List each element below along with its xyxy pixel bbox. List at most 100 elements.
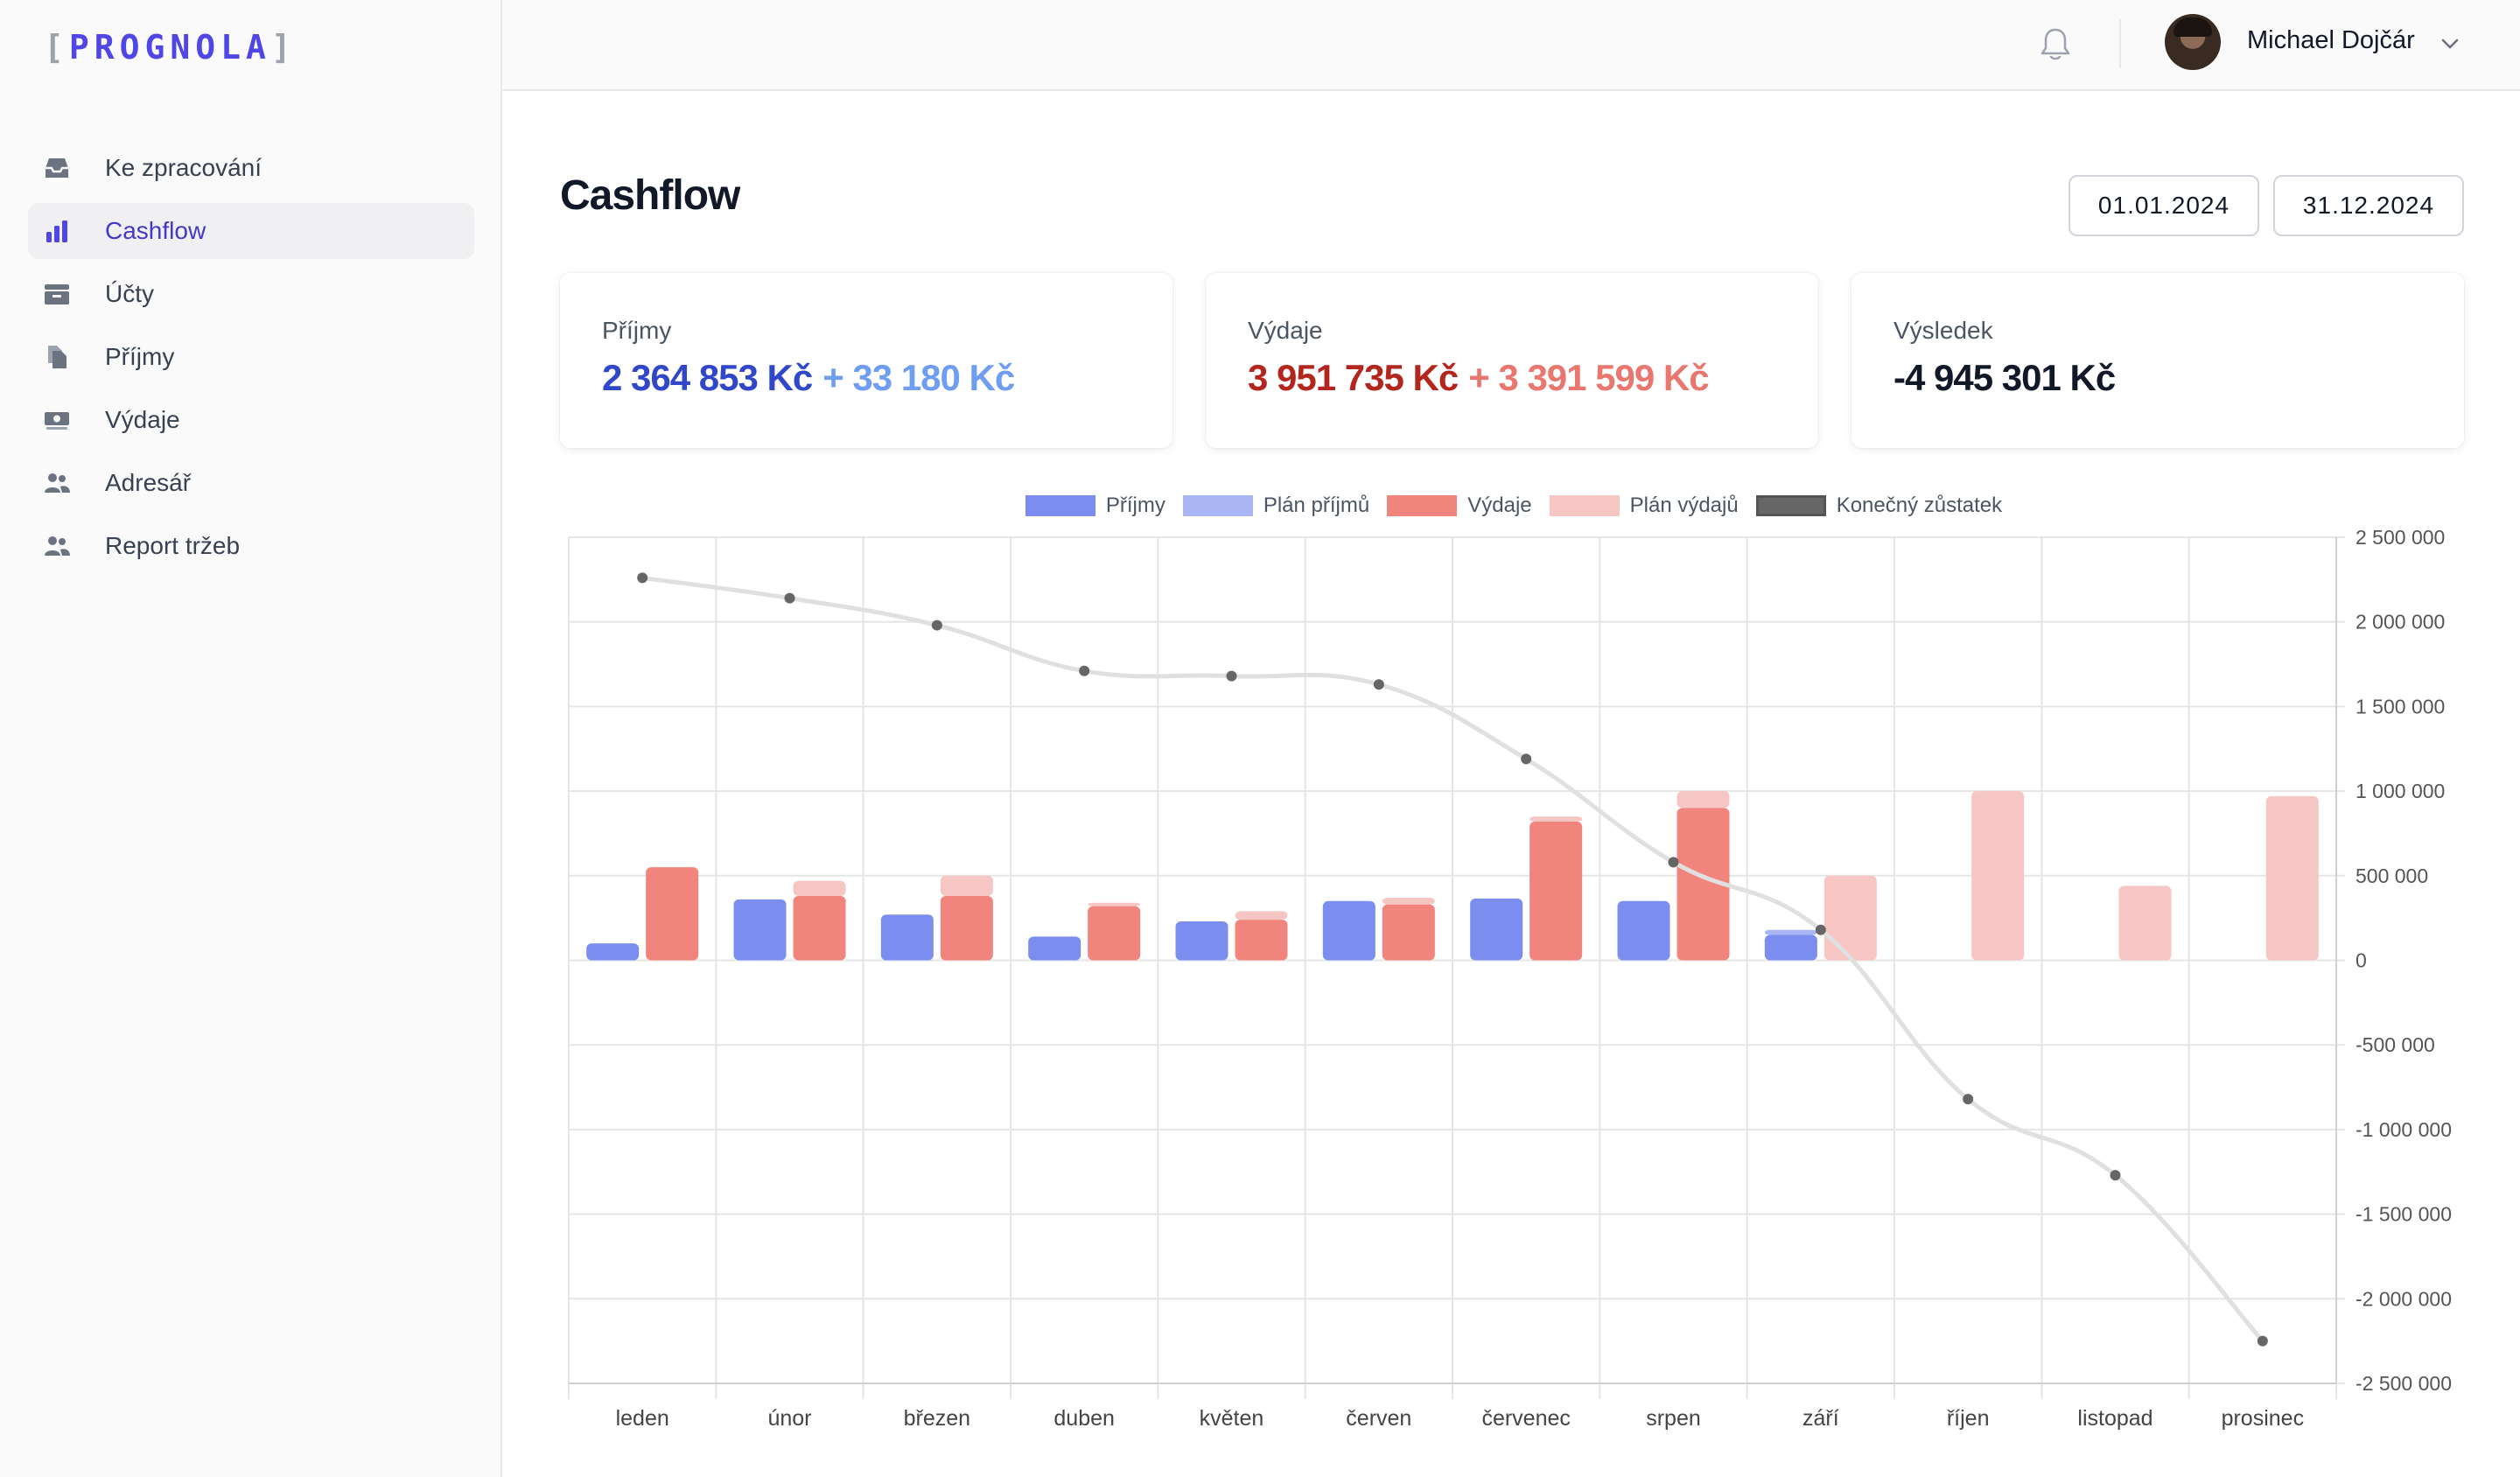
balance-point — [931, 620, 942, 631]
sidebar-item-report-trzeb[interactable]: Report tržeb — [28, 518, 474, 574]
legend-item[interactable]: Plán výdajů — [1549, 494, 1739, 518]
wallet-icon — [42, 279, 72, 309]
sidebar-item-ke-zpracovani[interactable]: Ke zpracování — [28, 140, 474, 196]
y-tick-label: 2 500 000 — [2356, 526, 2445, 549]
sidebar-item-adresar[interactable]: Adresář — [28, 455, 474, 511]
banknote-icon — [42, 405, 72, 435]
income-bar — [1175, 921, 1228, 961]
expenses-label: Výdaje — [1248, 317, 1323, 344]
sidebar-item-cashflow[interactable]: Cashflow — [28, 203, 474, 259]
y-tick-label: -2 500 000 — [2356, 1372, 2452, 1395]
legend-item[interactable]: Výdaje — [1387, 494, 1532, 518]
bell-icon[interactable] — [2035, 24, 2076, 65]
income-bar — [1028, 936, 1082, 961]
date-to-input[interactable]: 31.12.2024 — [2273, 175, 2464, 236]
legend-label: Plán výdajů — [1629, 494, 1739, 517]
expense-plan-bar — [1088, 902, 1141, 906]
sidebar-item-label: Účty — [105, 280, 154, 307]
documents-icon — [42, 342, 72, 372]
balance-point — [1521, 753, 1532, 765]
legend-item[interactable]: Plán příjmů — [1182, 494, 1370, 518]
chart-legend: Příjmy Plán příjmů Výdaje Plán výdajů Konečn… — [560, 494, 2468, 518]
sidebar-item-ucty[interactable]: Účty — [28, 266, 474, 322]
x-tick-label: duben — [1054, 1406, 1115, 1431]
income-bar — [733, 899, 787, 961]
sidebar: [PROGNOLA] Ke zpracování Cashflow Účty P… — [0, 0, 502, 1477]
income-plan-value: + 33 180 Kč — [822, 357, 1015, 398]
balance-point — [1815, 924, 1826, 935]
legend-label: Výdaje — [1467, 494, 1532, 517]
x-tick-label: červenec — [1481, 1406, 1570, 1431]
expenses-values: 3 951 735 Kč + 3 391 599 Kč — [1248, 357, 1776, 399]
x-tick-label: listopad — [2077, 1406, 2152, 1431]
y-tick-label: 0 — [2356, 949, 2367, 972]
expenses-plan-value: + 3 391 599 Kč — [1468, 357, 1709, 398]
balance-point — [2110, 1170, 2121, 1181]
result-card: Výsledek -4 945 301 Kč — [1852, 273, 2464, 448]
expense-plan-bar — [940, 875, 993, 897]
expenses-card: Výdaje 3 951 735 Kč + 3 391 599 Kč — [1206, 273, 1818, 448]
sidebar-item-prijmy[interactable]: Příjmy — [28, 329, 474, 385]
sidebar-item-label: Adresář — [105, 469, 192, 496]
balance-point — [637, 572, 648, 584]
expense-bar — [646, 867, 699, 961]
top-bar: Michael Dojčár — [502, 0, 2520, 91]
balance-point — [2257, 1335, 2268, 1347]
chevron-down-icon[interactable] — [2438, 32, 2462, 56]
legend-swatch — [1755, 495, 1826, 516]
expense-plan-bar — [1235, 911, 1288, 920]
expenses-value: 3 951 735 Kč — [1248, 357, 1459, 398]
expense-bar — [793, 896, 846, 961]
x-tick-label: prosinec — [2222, 1406, 2305, 1431]
expense-plan-bar — [1676, 791, 1730, 808]
expense-bar — [1235, 920, 1288, 961]
expense-bar — [1382, 904, 1435, 961]
x-tick-label: leden — [616, 1406, 669, 1431]
result-label: Výsledek — [1894, 317, 1993, 344]
legend-swatch — [1182, 495, 1253, 516]
expense-bar — [1530, 821, 1583, 961]
sidebar-item-vydaje[interactable]: Výdaje — [28, 392, 474, 448]
legend-item[interactable]: Příjmy — [1025, 494, 1166, 518]
legend-swatch — [1025, 495, 1096, 516]
income-value: 2 364 853 Kč — [602, 357, 813, 398]
balance-point — [784, 592, 795, 604]
inbox-icon — [42, 153, 72, 183]
sidebar-item-label: Report tržeb — [105, 532, 241, 559]
legend-label: Konečný zůstatek — [1836, 494, 2003, 517]
y-tick-label: 500 000 — [2356, 864, 2428, 887]
income-bar — [1764, 934, 1817, 961]
legend-label: Příjmy — [1105, 494, 1166, 517]
expense-plan-bar — [1382, 897, 1435, 905]
sidebar-item-label: Cashflow — [105, 217, 206, 244]
income-bar — [1617, 900, 1670, 961]
income-bar — [586, 943, 640, 961]
user-name[interactable]: Michael Dojčár — [2247, 26, 2415, 54]
balance-point — [1373, 679, 1384, 690]
avatar[interactable] — [2165, 14, 2221, 70]
legend-label: Plán příjmů — [1263, 494, 1370, 517]
logo[interactable]: [PROGNOLA] — [44, 28, 297, 66]
y-tick-label: 2 000 000 — [2356, 611, 2445, 634]
income-card: Příjmy 2 364 853 Kč + 33 180 Kč — [560, 273, 1172, 448]
x-tick-label: březen — [904, 1406, 970, 1431]
legend-swatch — [1549, 495, 1620, 516]
balance-point — [1668, 857, 1679, 868]
logo-text: PROGNOLA — [68, 28, 271, 66]
x-tick-label: červen — [1346, 1406, 1411, 1431]
x-tick-label: říjen — [1947, 1406, 1990, 1431]
balance-point — [1079, 665, 1090, 676]
sidebar-nav: Ke zpracování Cashflow Účty Příjmy Výdaj… — [28, 140, 474, 581]
expense-plan-bar — [793, 880, 846, 897]
legend-swatch — [1387, 495, 1458, 516]
y-tick-label: 1 500 000 — [2356, 695, 2445, 718]
date-from-input[interactable]: 01.01.2024 — [2068, 175, 2259, 236]
income-label: Příjmy — [602, 317, 672, 344]
expense-plan-bar — [2265, 795, 2319, 961]
result-value: -4 945 301 Kč — [1894, 357, 2116, 398]
legend-item[interactable]: Konečný zůstatek — [1755, 494, 2003, 518]
income-plan-bar — [1764, 929, 1817, 935]
sidebar-item-label: Příjmy — [105, 343, 175, 370]
x-tick-label: září — [1802, 1406, 1839, 1431]
divider — [2119, 19, 2121, 68]
